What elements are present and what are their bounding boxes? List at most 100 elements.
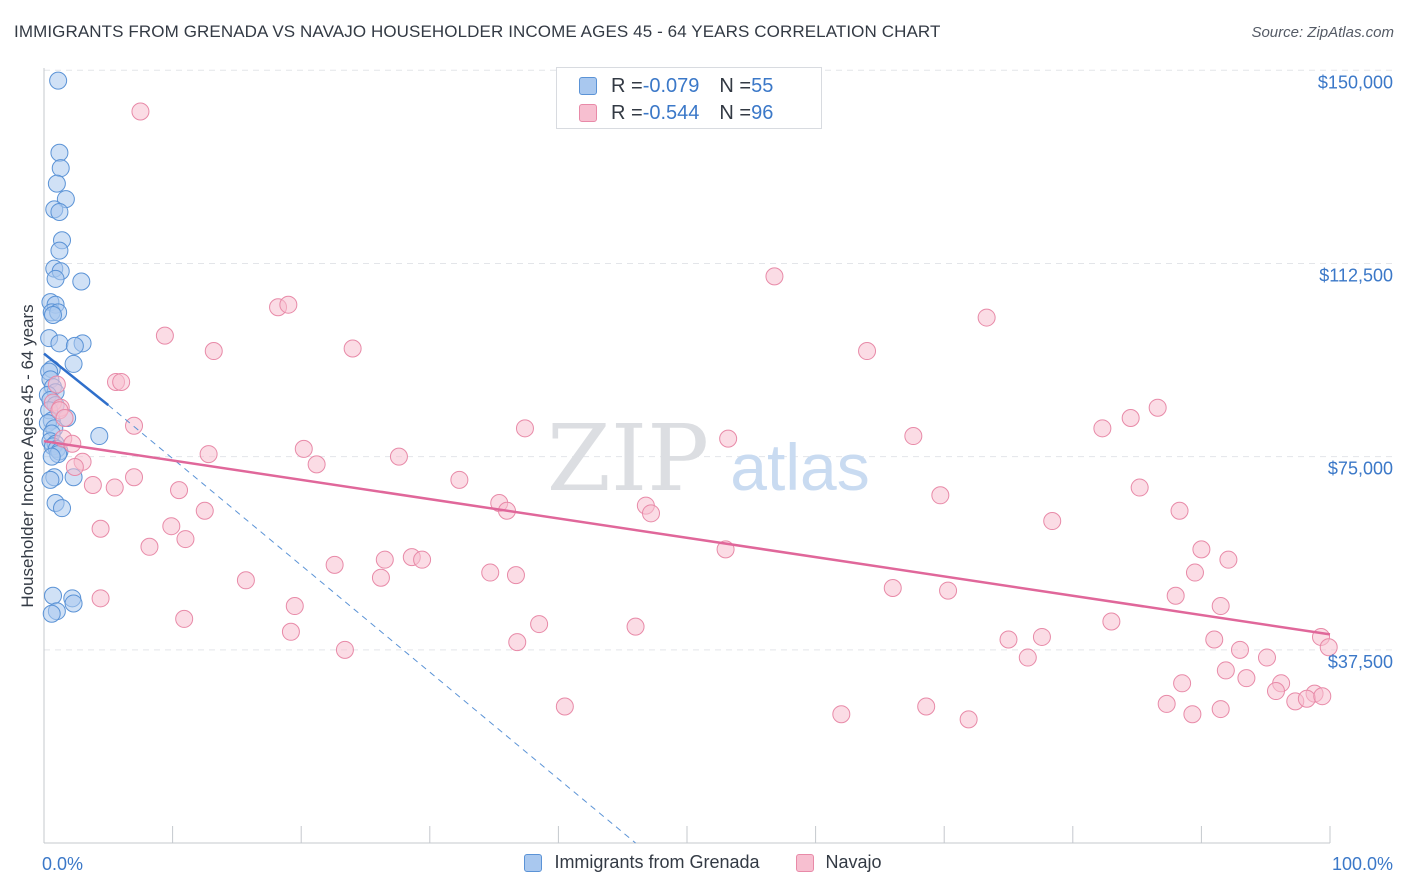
point-grenada	[41, 470, 60, 489]
point-navajo	[1313, 687, 1332, 706]
point-navajo	[555, 697, 574, 716]
point-navajo	[91, 519, 110, 538]
point-grenada	[72, 272, 91, 291]
point-navajo	[1121, 409, 1140, 428]
grid-lines	[44, 69, 1394, 651]
point-navajo	[155, 326, 174, 345]
point-navajo	[279, 295, 298, 314]
n-label: N =	[719, 101, 752, 124]
point-grenada	[42, 604, 61, 623]
legend-swatch-blue	[579, 77, 597, 95]
point-navajo	[506, 566, 525, 585]
legend-swatch-blue	[524, 853, 543, 872]
point-navajo	[105, 478, 124, 497]
chart-title: IMMIGRANTS FROM GRENADA VS NAVAJO HOUSEH…	[14, 22, 941, 41]
legend-label-grenada: Immigrants from Grenada	[554, 852, 760, 872]
r-label: R =	[611, 74, 643, 97]
point-navajo	[1266, 682, 1285, 701]
point-navajo	[125, 416, 144, 435]
trend-lines	[43, 352, 1331, 844]
point-grenada	[47, 174, 66, 193]
point-navajo	[450, 470, 469, 489]
r-value: -0.544	[642, 101, 700, 124]
point-navajo	[1130, 478, 1149, 497]
point-navajo	[1157, 694, 1176, 713]
legend-item-grenada[interactable]: Immigrants from Grenada	[524, 852, 760, 873]
point-navajo	[47, 375, 66, 394]
point-navajo	[1170, 501, 1189, 520]
point-navajo	[204, 342, 223, 361]
point-navajo	[1018, 648, 1037, 667]
trend-line-navajo	[43, 439, 1331, 636]
point-navajo	[176, 530, 195, 549]
trend-line-grenada	[43, 352, 110, 407]
point-navajo	[125, 468, 144, 487]
watermark: ZIP atlas	[547, 405, 870, 512]
point-navajo	[335, 640, 354, 659]
point-navajo	[641, 504, 660, 523]
watermark-zip: ZIP	[547, 405, 709, 512]
point-navajo	[294, 439, 313, 458]
point-navajo	[65, 457, 84, 476]
point-grenada	[50, 334, 69, 353]
point-navajo	[1211, 597, 1230, 616]
point-navajo	[307, 455, 326, 474]
x-tick-label-left: 0.0%	[42, 854, 83, 874]
r-value: -0.079	[642, 74, 700, 97]
point-grenada	[44, 586, 63, 605]
point-grenada	[51, 159, 70, 178]
series-navajo-points	[44, 102, 1338, 729]
point-grenada	[50, 143, 69, 162]
point-grenada	[42, 447, 61, 466]
stats-legend: R = -0.079 N = 55 R = -0.544 N = 96	[556, 67, 822, 129]
point-grenada	[53, 499, 72, 518]
point-navajo	[285, 597, 304, 616]
r-label: R =	[611, 101, 643, 124]
point-navajo	[281, 622, 300, 641]
point-navajo	[481, 563, 500, 582]
point-navajo	[832, 705, 851, 724]
point-navajo	[1032, 627, 1051, 646]
legend-item-navajo[interactable]: Navajo	[795, 852, 882, 873]
point-navajo	[195, 501, 214, 520]
point-grenada	[90, 427, 109, 446]
point-navajo	[131, 102, 150, 121]
point-navajo	[999, 630, 1018, 649]
legend-swatch-pink	[579, 104, 597, 122]
n-value: 55	[751, 74, 774, 97]
point-navajo	[375, 550, 394, 569]
legend-swatch-pink	[795, 853, 814, 872]
trend-line-grenada-extension	[107, 404, 636, 844]
point-grenada	[65, 336, 84, 355]
point-navajo	[162, 517, 181, 536]
y-tick-label: $150,000	[1318, 72, 1393, 92]
point-navajo	[883, 579, 902, 598]
point-navajo	[1173, 674, 1192, 693]
legend-label-navajo: Navajo	[825, 852, 882, 872]
point-navajo	[1192, 540, 1211, 559]
y-tick-label: $37,500	[1328, 652, 1393, 672]
point-navajo	[1216, 661, 1235, 680]
series-grenada-points	[38, 71, 109, 623]
point-navajo	[1183, 705, 1202, 724]
point-grenada	[49, 71, 68, 90]
point-navajo	[236, 571, 255, 590]
point-navajo	[175, 609, 194, 628]
stats-legend-row-grenada: R = -0.079 N = 55	[579, 74, 773, 98]
point-grenada	[64, 354, 83, 373]
point-navajo	[1166, 586, 1185, 605]
point-navajo	[977, 308, 996, 327]
point-grenada	[64, 594, 83, 613]
point-navajo	[931, 486, 950, 505]
source-label: Source: ZipAtlas.com	[1251, 24, 1394, 41]
point-navajo	[1043, 512, 1062, 531]
n-value: 96	[751, 101, 774, 124]
point-navajo	[199, 445, 218, 464]
point-navajo	[530, 615, 549, 634]
point-navajo	[343, 339, 362, 358]
point-navajo	[917, 697, 936, 716]
point-navajo	[325, 555, 344, 574]
y-axis-label: Householder Income Ages 45 - 64 years	[18, 304, 37, 608]
point-grenada	[50, 241, 69, 260]
